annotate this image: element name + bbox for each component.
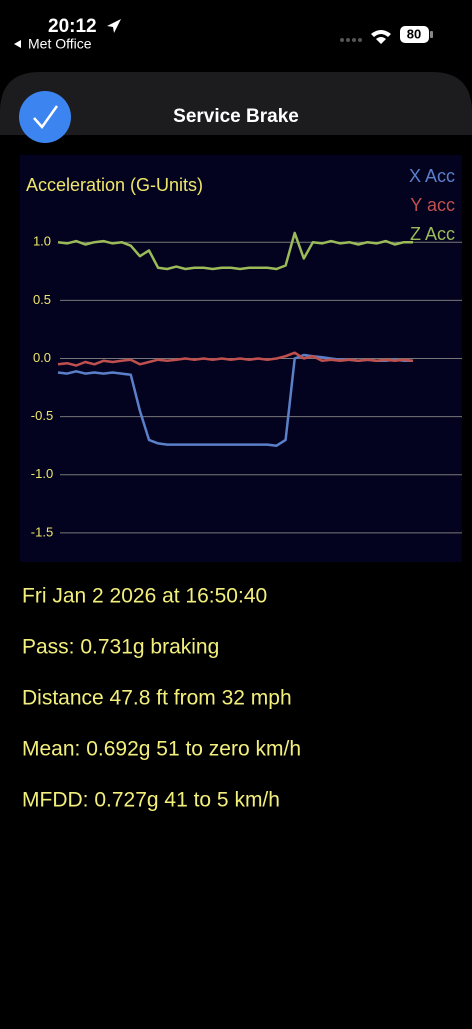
legend-entry: X Acc [409, 166, 455, 186]
detail-line: Distance 47.8 ft from 32 mph [22, 687, 292, 710]
clock: 20:12 [48, 16, 97, 37]
wifi-icon [371, 30, 391, 44]
y-tick-label: 0.0 [33, 350, 51, 365]
back-icon[interactable] [14, 40, 21, 48]
chart: 1.0 0.5 0.0 -0.5 -1.0 -1.5 X Acc Y acc Z Acc [31, 166, 462, 539]
signal-icon [340, 38, 362, 42]
details: Fri Jan 2 2026 at 16:50:40 Pass: 0.731g b… [22, 585, 301, 812]
y-tick-label: -0.5 [31, 408, 53, 423]
data-line [57, 231, 413, 271]
battery-level: 80 [407, 26, 421, 41]
battery-tip [430, 31, 433, 38]
detail-line: Mean: 0.692g 51 to zero km/h [22, 738, 301, 761]
detail-line: MFDD: 0.727g 41 to 5 km/h [22, 789, 280, 812]
data-line [57, 351, 414, 367]
legend-entry: Y acc [410, 195, 455, 215]
y-tick-label: 0.5 [33, 292, 51, 307]
y-tick-label: -1.5 [31, 524, 53, 539]
battery-icon [400, 26, 429, 43]
chart-title: Acceleration (G-Units) [26, 175, 203, 195]
legend-entry: Z Acc [410, 224, 455, 244]
detail-line: Fri Jan 2 2026 at 16:50:40 [22, 585, 267, 608]
check-icon[interactable] [33, 105, 59, 130]
back-app[interactable]: Met Office [28, 36, 92, 52]
detail-line: Pass: 0.731g braking [22, 636, 219, 659]
y-tick-label: -1.0 [31, 466, 53, 481]
done-button[interactable] [19, 91, 71, 143]
location-icon [107, 19, 121, 33]
sheet-header [0, 72, 472, 135]
y-tick-label: 1.0 [33, 234, 51, 249]
sheet-title: Service Brake [173, 106, 299, 127]
